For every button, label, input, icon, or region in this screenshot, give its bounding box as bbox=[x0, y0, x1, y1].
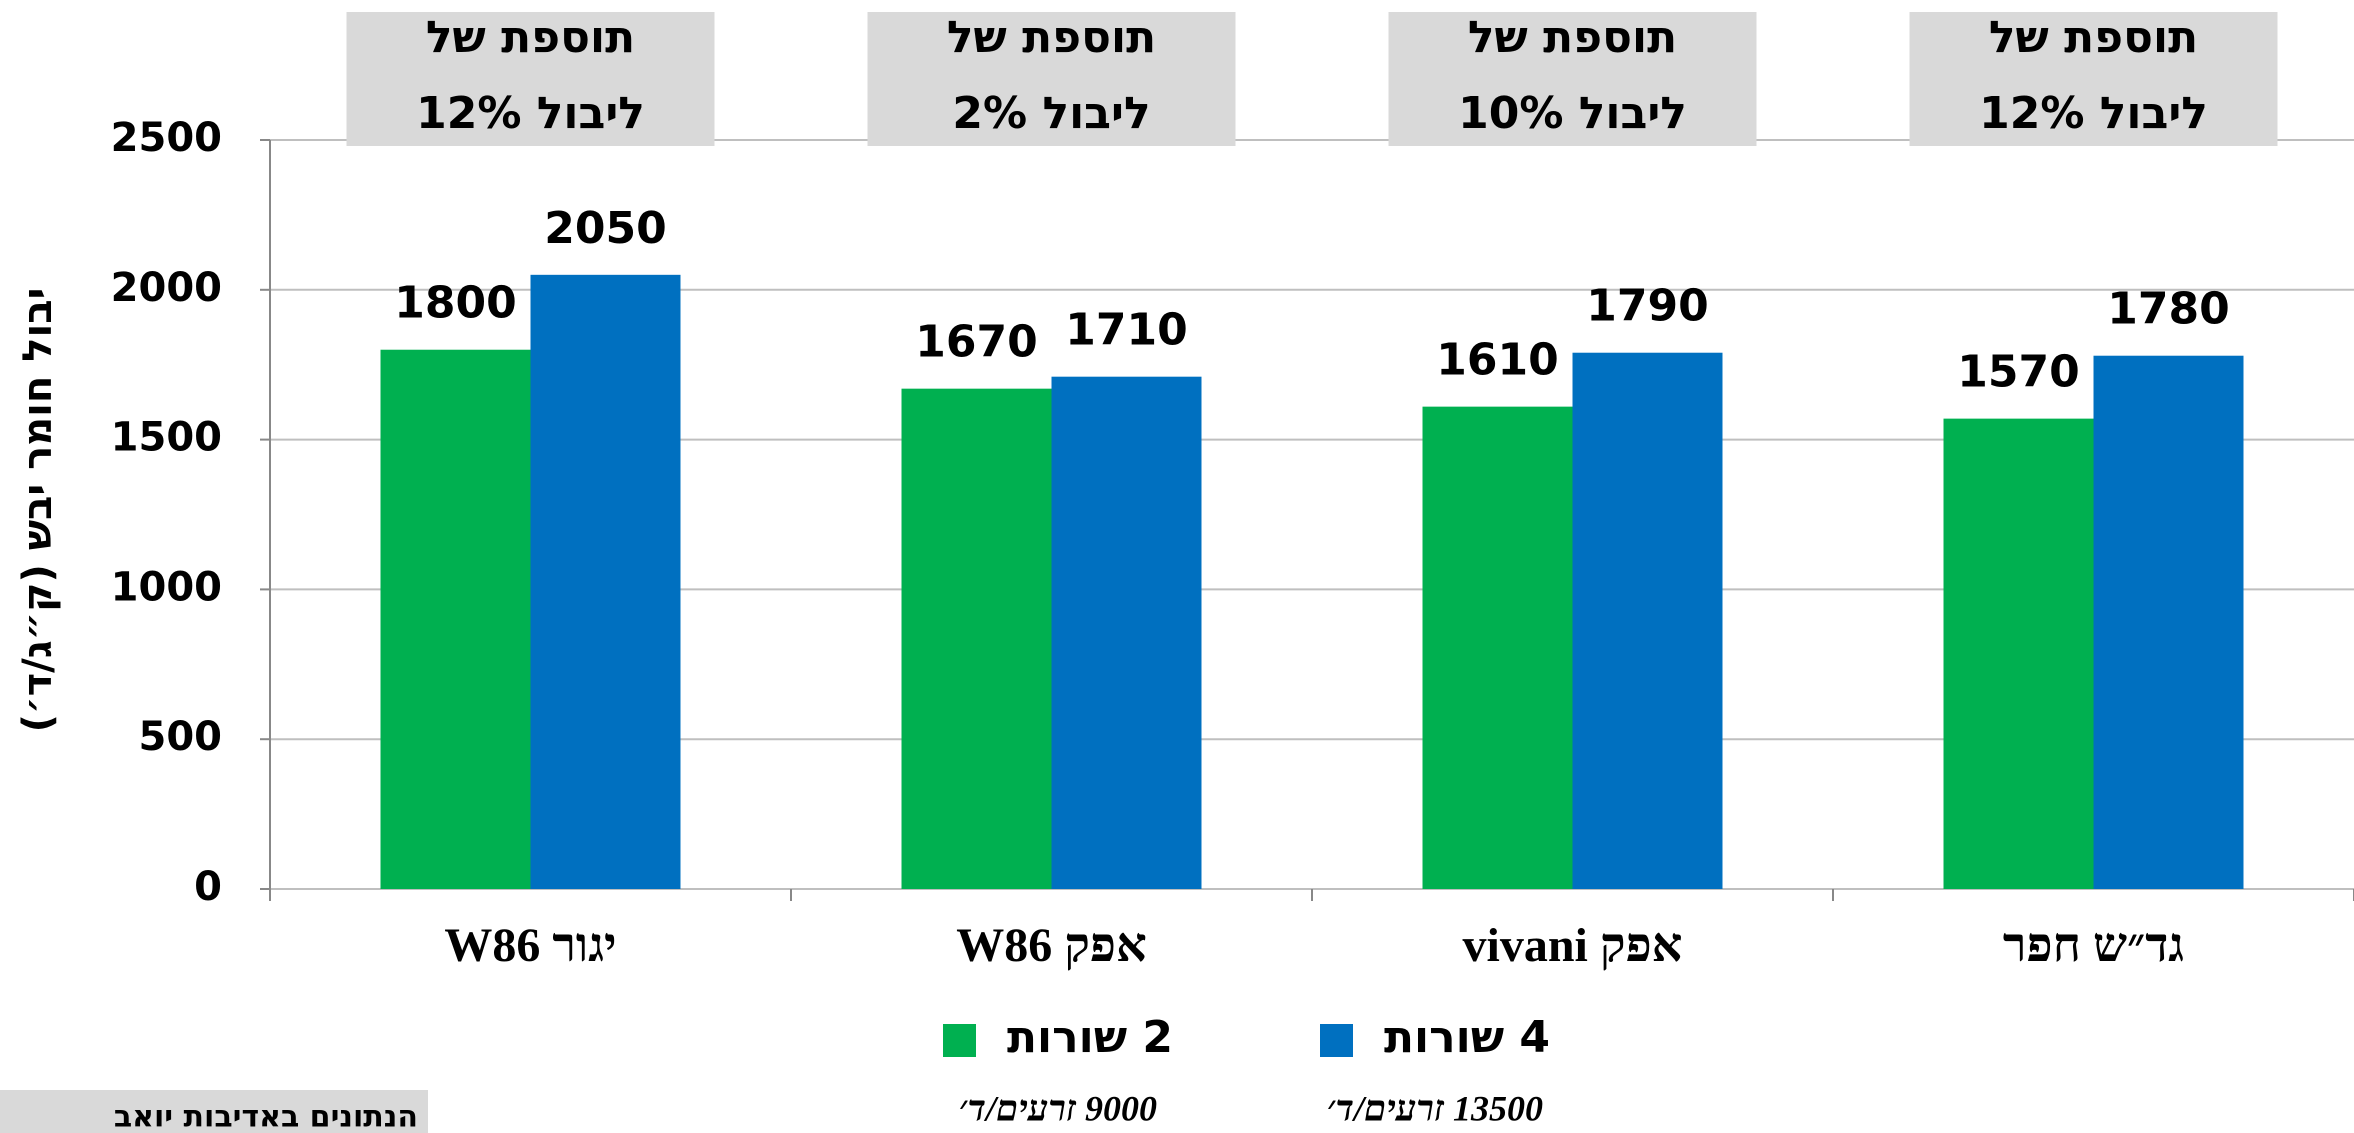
data-label: 1670 bbox=[915, 317, 1037, 368]
x-tick-label: יגור W86 bbox=[444, 919, 616, 972]
y-tick-label: 0 bbox=[194, 864, 222, 910]
annotation-box bbox=[1909, 12, 2278, 146]
legend-label: 2 שורות bbox=[1007, 1012, 1173, 1063]
bar bbox=[1422, 406, 1573, 889]
bar bbox=[2093, 355, 2244, 889]
x-tick-label: גד״ש חפר bbox=[2003, 919, 2184, 972]
legend-swatch bbox=[943, 1024, 976, 1057]
annotation: תוספת של bbox=[947, 12, 1156, 63]
data-label: 1610 bbox=[1436, 335, 1558, 386]
bar bbox=[1572, 352, 1723, 889]
bar bbox=[380, 349, 531, 890]
bar bbox=[1051, 376, 1202, 890]
data-label: 1710 bbox=[1065, 305, 1187, 356]
legend-swatch bbox=[1320, 1024, 1353, 1057]
annotation-box bbox=[1388, 12, 1757, 146]
annotation-box bbox=[346, 12, 715, 146]
legend-note: 9000 זרעים/ד׳ bbox=[959, 1088, 1157, 1128]
annotation-box bbox=[867, 12, 1236, 146]
footnote: הנתונים באדיבות יואב bbox=[114, 1100, 418, 1133]
annotation: ליבול 10% bbox=[1458, 88, 1687, 139]
annotation: תוספת של bbox=[426, 12, 635, 63]
y-axis-title: יבול חומר יבש (ק״ג/ד׳) bbox=[15, 288, 61, 733]
data-label: 1780 bbox=[2107, 284, 2229, 335]
data-label: 1570 bbox=[1957, 347, 2079, 398]
data-label: 2050 bbox=[544, 203, 666, 254]
annotation: תוספת של bbox=[1989, 12, 2198, 63]
footnote-box bbox=[0, 1090, 428, 1133]
y-tick-label: 2500 bbox=[111, 115, 222, 161]
legend-label: 4 שורות bbox=[1384, 1012, 1550, 1063]
data-label: 1790 bbox=[1586, 281, 1708, 332]
bar bbox=[1943, 418, 2094, 889]
bar bbox=[530, 274, 681, 889]
x-tick-label: אפק W86 bbox=[956, 919, 1147, 972]
y-tick-label: 1000 bbox=[111, 564, 222, 610]
legend-note: 13500 זרעים/ד׳ bbox=[1327, 1088, 1543, 1128]
annotation: ליבול 12% bbox=[1979, 88, 2208, 139]
annotation: תוספת של bbox=[1468, 12, 1677, 63]
x-tick-label: אפק vivani bbox=[1463, 919, 1683, 972]
bar bbox=[901, 388, 1052, 889]
data-label: 1800 bbox=[394, 278, 516, 329]
y-tick-label: 500 bbox=[139, 714, 223, 760]
annotation: ליבול 2% bbox=[952, 88, 1150, 139]
y-tick-label: 1500 bbox=[111, 415, 222, 461]
y-tick-label: 2000 bbox=[111, 265, 222, 311]
annotation: ליבול 12% bbox=[416, 88, 645, 139]
